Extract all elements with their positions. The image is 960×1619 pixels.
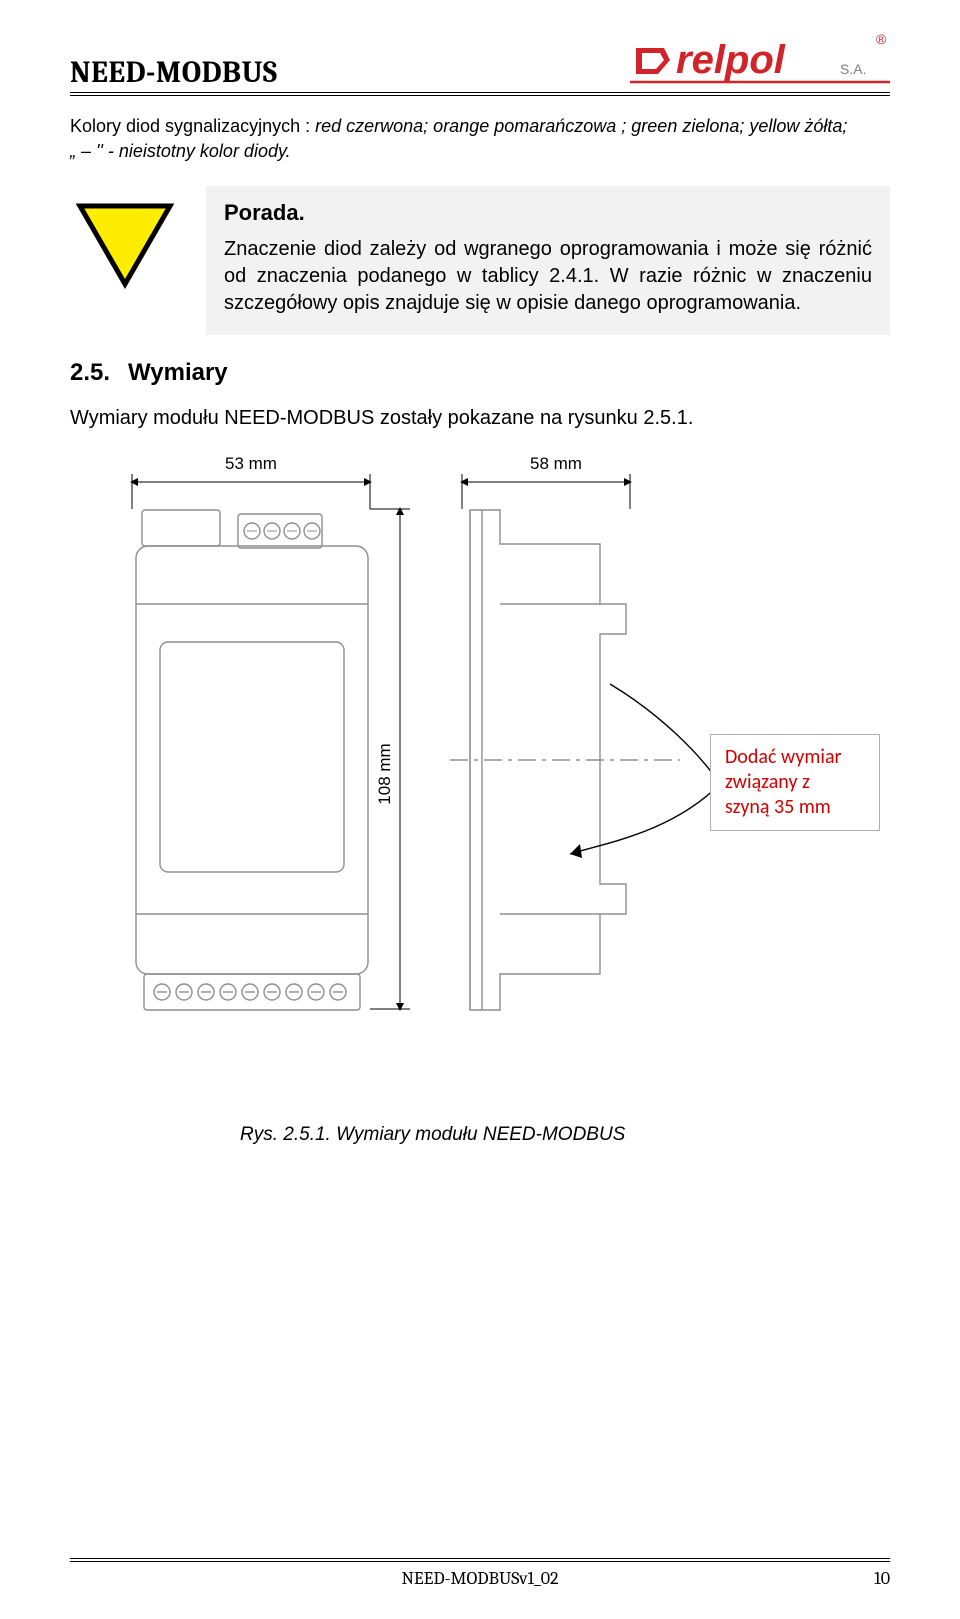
svg-text:®: ®: [876, 31, 887, 47]
annot-line1: Dodać wymiar: [725, 745, 842, 769]
header-rule: [70, 92, 890, 96]
brand-logo: relpol S.A. ®: [630, 30, 890, 90]
svg-text:S.A.: S.A.: [840, 61, 866, 77]
section-heading: 2.5. Wymiary: [70, 359, 890, 387]
svg-text:relpol: relpol: [676, 38, 786, 82]
figure-caption: Rys. 2.5.1. Wymiary modułu NEED-MODBUS: [240, 1124, 890, 1146]
page-footer: NEED-MODBUSv1_02 10: [70, 1558, 890, 1589]
intro-text: Kolory diod sygnalizacyjnych : red czerw…: [70, 114, 890, 164]
footer-rule: [70, 1558, 890, 1562]
dimension-figure: 53 mm 58 mm 108 mm: [70, 454, 890, 1094]
tip-box: Porada. Znaczenie diod zależy od wgraneg…: [206, 186, 890, 335]
intro-prefix: Kolory diod sygnalizacyjnych :: [70, 116, 315, 136]
intro-line2: „ – '' - nieistotny kolor diody.: [70, 141, 291, 161]
page-header: NEED-MODBUS relpol S.A. ®: [70, 30, 890, 90]
warning-triangle-icon: [70, 186, 180, 301]
body-text: Wymiary modułu NEED-MODBUS zostały pokaz…: [70, 407, 890, 430]
section-number: 2.5.: [70, 359, 110, 386]
section-title: Wymiary: [128, 359, 228, 386]
annot-line2: związany z: [725, 770, 810, 794]
tip-text: Znaczenie diod zależy od wgranego oprogr…: [224, 236, 872, 317]
footer-page-number: 10: [874, 1568, 890, 1589]
footer-doc-id: NEED-MODBUSv1_02: [70, 1568, 890, 1589]
doc-title: NEED-MODBUS: [70, 55, 278, 90]
tip-block: Porada. Znaczenie diod zależy od wgraneg…: [70, 186, 890, 335]
dim-height-label: 108 mm: [375, 744, 394, 805]
annotation-box: Dodać wymiar związany z szyną 35 mm: [710, 734, 880, 831]
tip-heading: Porada.: [224, 200, 872, 226]
annot-line3: szyną 35 mm: [725, 795, 831, 819]
intro-italic: red czerwona; orange pomarańczowa ; gree…: [315, 116, 847, 136]
